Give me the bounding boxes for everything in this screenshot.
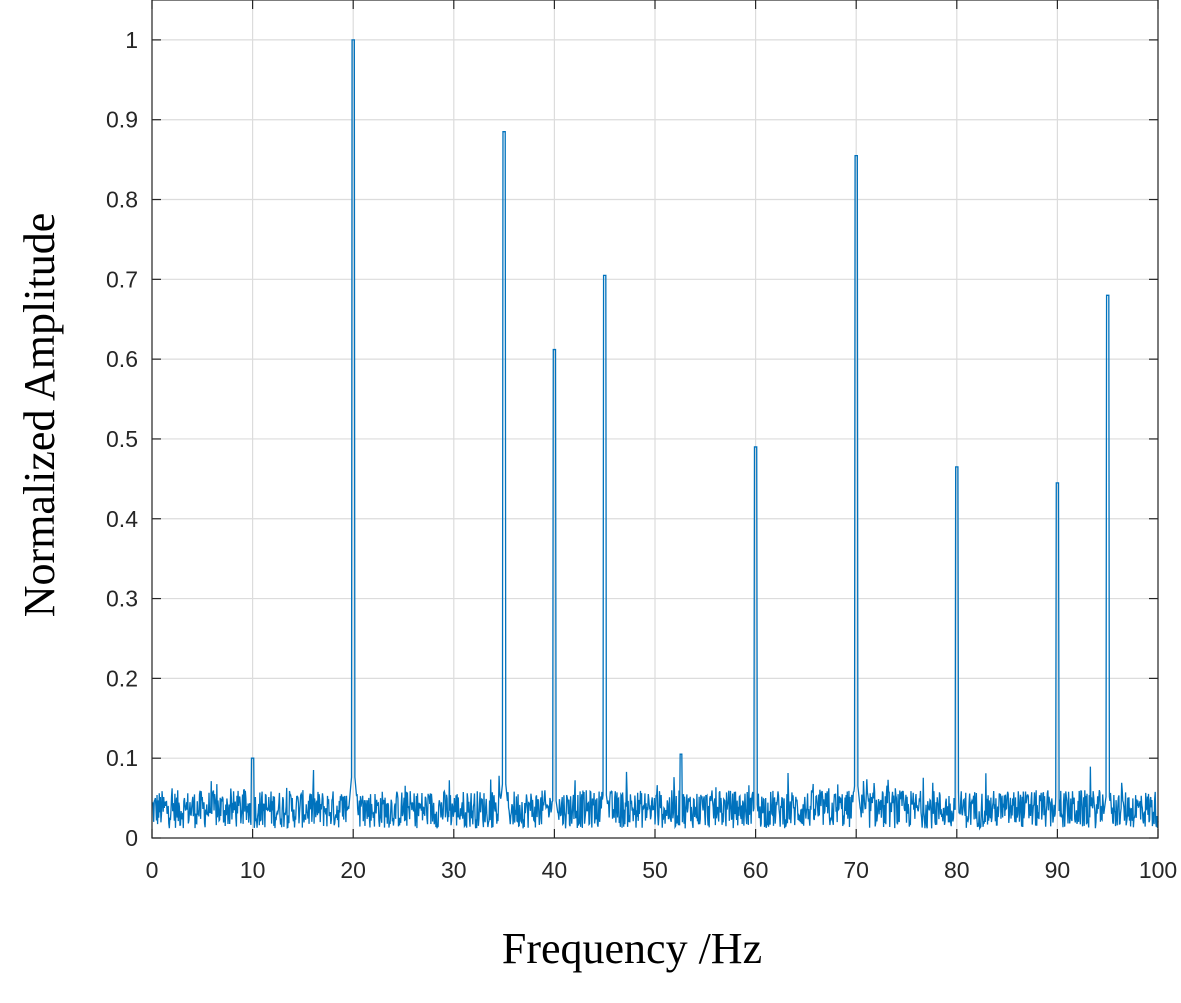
- x-tick-label: 10: [240, 857, 266, 883]
- y-tick-label: 0.9: [106, 107, 138, 133]
- y-tick-label: 0.4: [106, 506, 138, 532]
- signal-line: [151, 39, 1159, 831]
- x-tick-label: 60: [743, 857, 769, 883]
- y-tick-label: 0.1: [106, 745, 138, 771]
- y-tick-label: 0.2: [106, 665, 138, 691]
- y-tick-label: 0.7: [106, 266, 138, 292]
- axes-box: [151, 0, 1159, 839]
- y-axis-ticks: 0 0.1 0.2 0.3 0.4 0.5 0.6 0.7 0.8 0.9 1: [106, 27, 1158, 851]
- y-axis-title: Normalized Amplitude: [15, 213, 64, 617]
- x-axis-ticks: 0 10 20 30 40 50 60 70 80 90 100: [146, 0, 1177, 883]
- x-tick-label: 70: [843, 857, 869, 883]
- x-tick-label: 0: [146, 857, 159, 883]
- x-tick-label: 20: [340, 857, 366, 883]
- x-tick-label: 100: [1139, 857, 1177, 883]
- y-tick-label: 0.5: [106, 426, 138, 452]
- x-tick-label: 40: [542, 857, 568, 883]
- x-tick-label: 50: [642, 857, 668, 883]
- y-tick-label: 1: [125, 27, 138, 53]
- x-tick-label: 80: [944, 857, 970, 883]
- y-tick-label: 0.8: [106, 187, 138, 213]
- y-tick-label: 0.6: [106, 346, 138, 372]
- x-axis-title: Frequency /Hz: [502, 924, 762, 973]
- y-tick-label: 0.3: [106, 586, 138, 612]
- y-tick-label: 0: [125, 825, 138, 851]
- x-tick-label: 30: [441, 857, 467, 883]
- x-tick-label: 90: [1045, 857, 1071, 883]
